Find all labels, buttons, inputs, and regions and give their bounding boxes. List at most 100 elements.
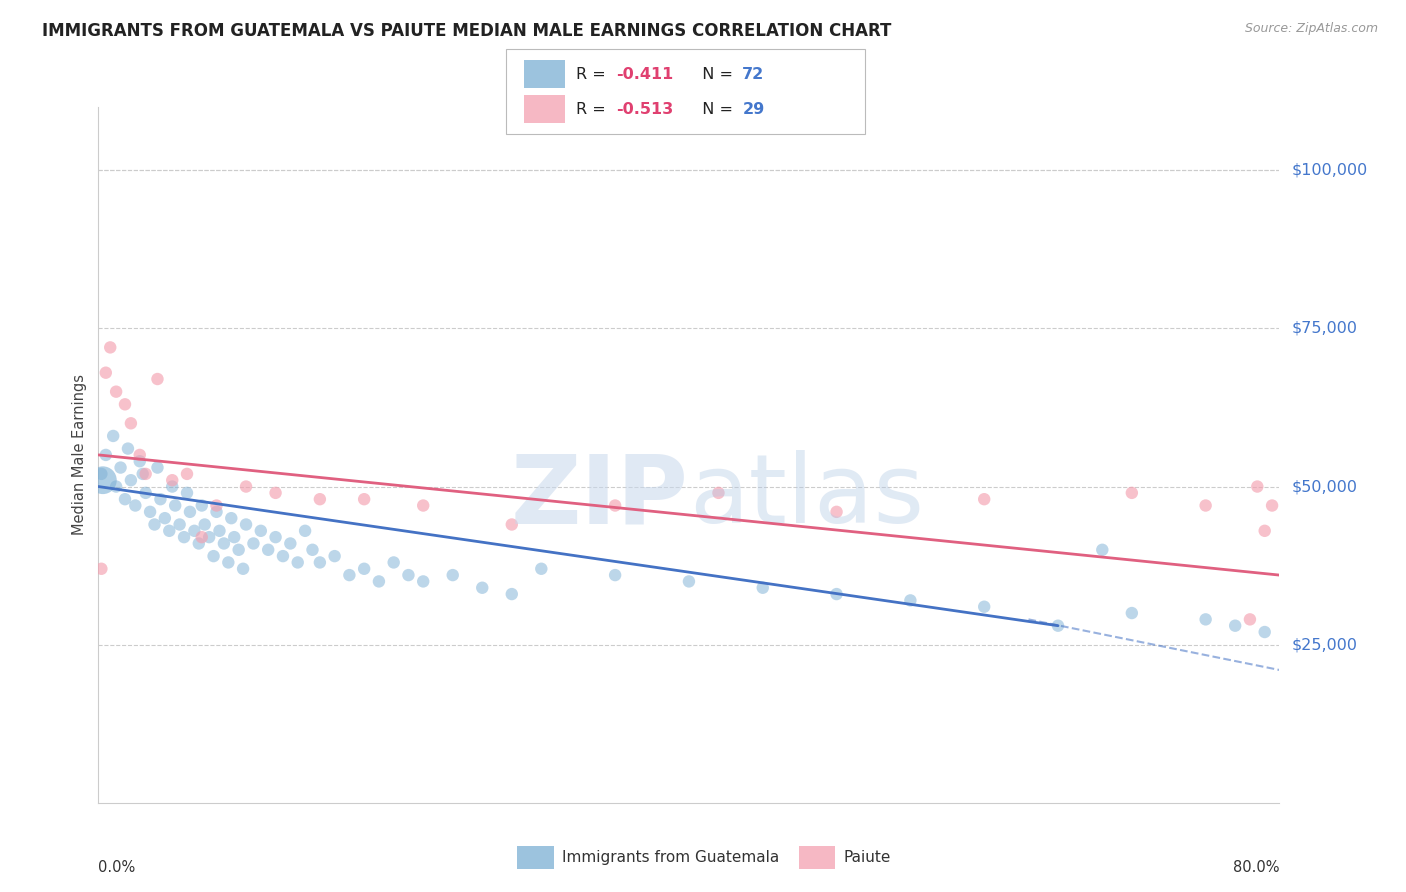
Text: -0.513: -0.513 — [616, 102, 673, 117]
Y-axis label: Median Male Earnings: Median Male Earnings — [72, 375, 87, 535]
Point — [162, 473, 183, 487]
Point — [187, 536, 209, 550]
Point — [98, 340, 121, 354]
Point — [501, 517, 523, 532]
Point — [1239, 612, 1261, 626]
Text: 80.0%: 80.0% — [1233, 860, 1279, 875]
Point — [1223, 618, 1246, 632]
Point — [105, 384, 128, 399]
Point — [396, 568, 419, 582]
Point — [412, 499, 434, 513]
Point — [1046, 618, 1069, 632]
Point — [825, 587, 848, 601]
Point — [120, 417, 142, 431]
Point — [191, 499, 214, 513]
Point — [264, 486, 287, 500]
Text: 0.0%: 0.0% — [98, 860, 135, 875]
Point — [212, 536, 235, 550]
Point — [205, 499, 228, 513]
Text: R =: R = — [576, 102, 612, 117]
Point — [90, 467, 112, 481]
Point — [194, 517, 217, 532]
Point — [91, 473, 114, 487]
Text: R =: R = — [576, 67, 612, 82]
Point — [124, 499, 146, 513]
Text: N =: N = — [692, 102, 738, 117]
Text: $75,000: $75,000 — [1291, 321, 1357, 336]
Point — [146, 372, 169, 386]
Text: ZIP: ZIP — [510, 450, 689, 543]
Point — [309, 556, 332, 570]
Point — [353, 562, 375, 576]
Point — [219, 511, 242, 525]
Point — [162, 479, 183, 493]
Point — [179, 505, 201, 519]
Point — [103, 429, 125, 443]
Point — [105, 479, 128, 493]
Point — [973, 599, 995, 614]
Point — [165, 499, 187, 513]
Point — [191, 530, 214, 544]
Point — [353, 492, 375, 507]
Text: $25,000: $25,000 — [1291, 637, 1357, 652]
Point — [128, 454, 150, 468]
Point — [139, 505, 162, 519]
Point — [530, 562, 553, 576]
Point — [301, 542, 323, 557]
Point — [205, 505, 228, 519]
Point — [707, 486, 730, 500]
Point — [157, 524, 180, 538]
Point — [1121, 606, 1143, 620]
Point — [183, 524, 205, 538]
Point — [278, 536, 302, 550]
Point — [242, 536, 264, 550]
Text: Paiute: Paiute — [844, 850, 891, 864]
Point — [257, 542, 280, 557]
Point — [114, 397, 136, 411]
Point — [412, 574, 434, 589]
Point — [132, 467, 155, 481]
Point — [1246, 479, 1268, 493]
Point — [1121, 486, 1143, 500]
Text: Source: ZipAtlas.com: Source: ZipAtlas.com — [1244, 22, 1378, 36]
Point — [368, 574, 391, 589]
Point — [173, 530, 195, 544]
Point — [208, 524, 231, 538]
Text: $50,000: $50,000 — [1291, 479, 1357, 494]
Point — [264, 530, 287, 544]
Point — [202, 549, 225, 563]
Point — [1261, 499, 1284, 513]
Text: N =: N = — [692, 67, 738, 82]
Text: $100,000: $100,000 — [1291, 163, 1368, 178]
Text: Immigrants from Guatemala: Immigrants from Guatemala — [562, 850, 780, 864]
Point — [176, 486, 198, 500]
Point — [337, 568, 360, 582]
Point — [1254, 625, 1277, 640]
Point — [90, 562, 112, 576]
Point — [198, 530, 221, 544]
Point — [678, 574, 700, 589]
Point — [110, 460, 132, 475]
Point — [1195, 612, 1218, 626]
Point — [120, 473, 142, 487]
Point — [94, 448, 117, 462]
Point — [169, 517, 191, 532]
Point — [149, 492, 172, 507]
Point — [235, 517, 257, 532]
Point — [751, 581, 773, 595]
Point — [1254, 524, 1277, 538]
Point — [501, 587, 523, 601]
Point — [114, 492, 136, 507]
Text: 72: 72 — [742, 67, 765, 82]
Text: 29: 29 — [742, 102, 765, 117]
Point — [235, 479, 257, 493]
Point — [471, 581, 494, 595]
Point — [1091, 542, 1114, 557]
Point — [128, 448, 150, 462]
Point — [1195, 499, 1218, 513]
Point — [153, 511, 176, 525]
Point — [323, 549, 346, 563]
Point — [228, 542, 250, 557]
Point — [135, 467, 157, 481]
Point — [825, 505, 848, 519]
